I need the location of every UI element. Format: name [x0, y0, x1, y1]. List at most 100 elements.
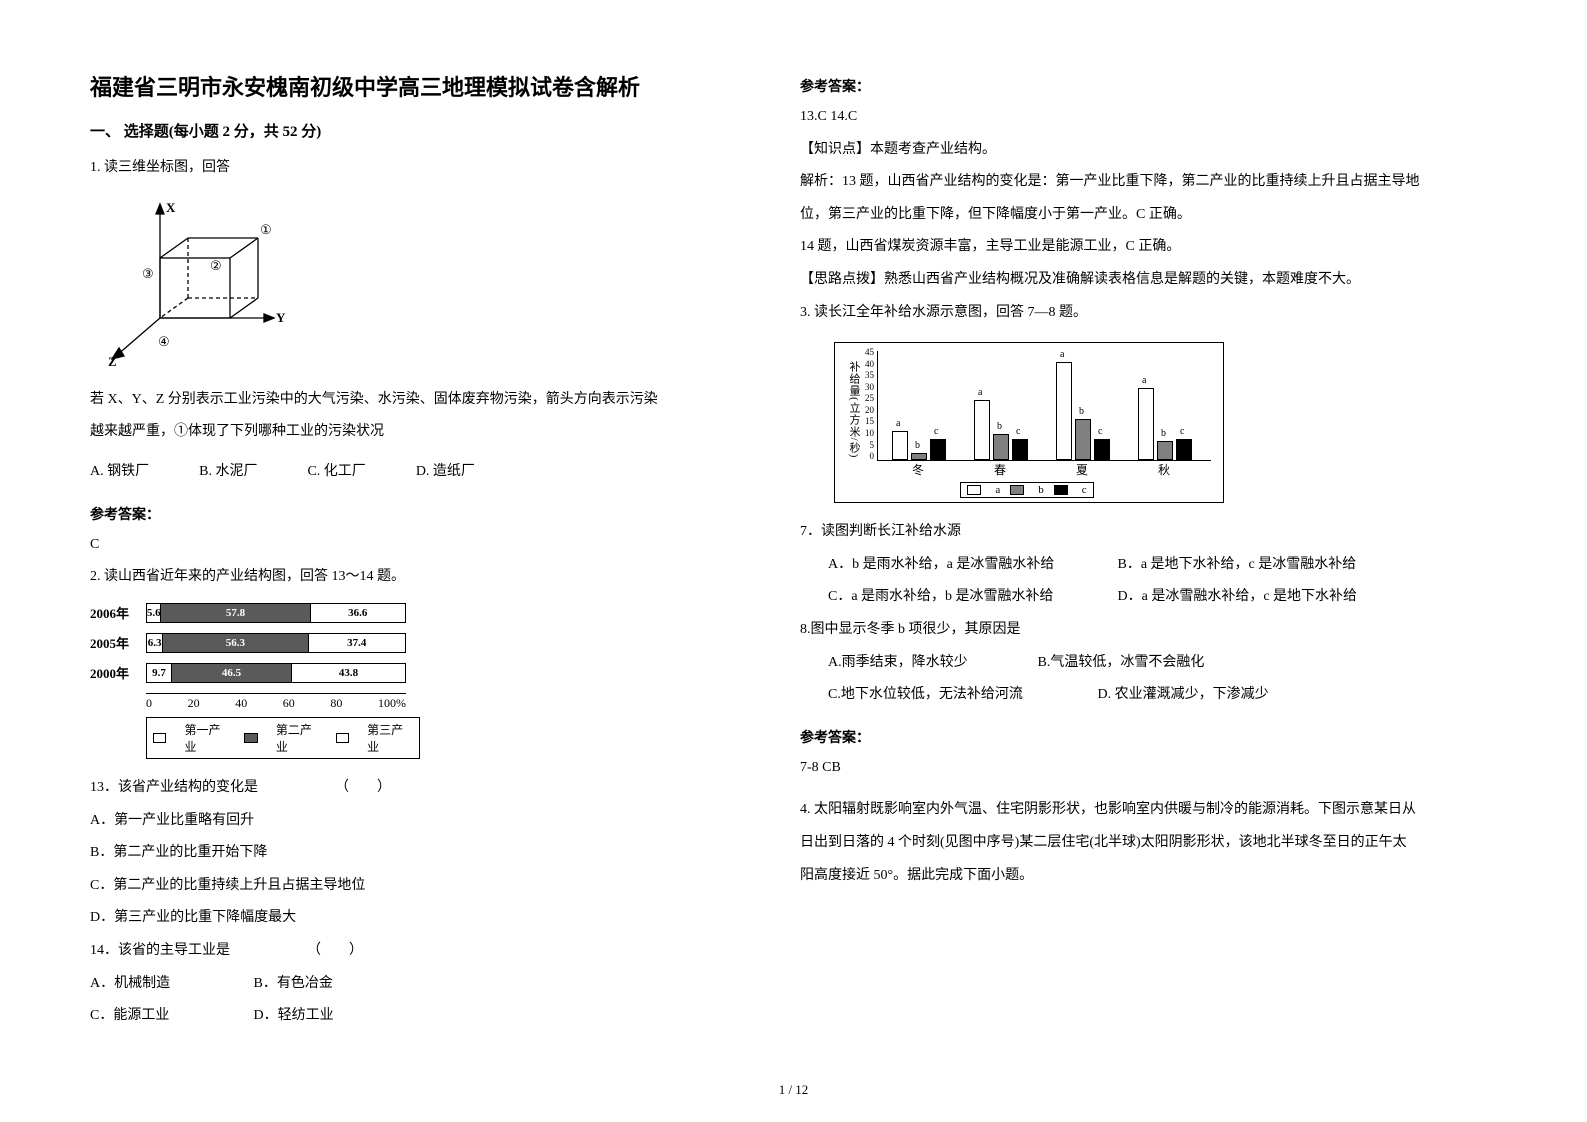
q4-line3: 阳高度接近 50°。据此完成下面小题。 [800, 863, 1450, 890]
bar-letter: b [1161, 428, 1166, 439]
q1-opt-b: B. 水泥厂 [199, 460, 257, 480]
axis-tick: 80 [330, 696, 342, 711]
r-k1: 【知识点】本题考查产业结构。 [800, 137, 1450, 164]
q1-opt-c: C. 化工厂 [307, 460, 365, 480]
ytick: 35 [856, 370, 874, 380]
axis-tick: 0 [146, 696, 152, 711]
bar-year-label: 2006年 [90, 603, 146, 622]
bar-row: 2000年9.746.543.8 [90, 663, 420, 683]
ytick: 25 [856, 393, 874, 403]
ytick: 15 [856, 416, 874, 426]
season-bar: b [1157, 441, 1173, 460]
page-footer: 1 / 12 [0, 1082, 1587, 1098]
right-column: 参考答案： 13.C 14.C 【知识点】本题考查产业结构。 解析：13 题，山… [800, 70, 1450, 1036]
ytick: 45 [856, 347, 874, 357]
q1-stem: 1. 读三维坐标图，回答 [90, 155, 740, 182]
bar-letter: c [1016, 426, 1020, 437]
ytick: 0 [856, 451, 874, 461]
bar-year-label: 2005年 [90, 633, 146, 652]
season-label: 冬 [877, 461, 959, 478]
axis-tick: 40 [235, 696, 247, 711]
legend-b: b [1038, 484, 1044, 496]
bar-legend: 第一产业第二产业第三产业 [146, 717, 420, 759]
season-bar: c [1012, 439, 1028, 461]
axis-tick: 60 [283, 696, 295, 711]
q13-opt-b: B．第二产业的比重开始下降 [90, 840, 740, 867]
legend-label: 第三产业 [367, 721, 413, 755]
season-bar: a [892, 431, 908, 460]
q8-stem: 8.图中显示冬季 b 项很少，其原因是 [800, 617, 1450, 644]
q4-line1: 4. 太阳辐射既影响室内外气温、住宅阴影形状，也影响室内供暖与制冷的能源消耗。下… [800, 797, 1450, 824]
q14-opt-c: C．能源工业 [90, 1003, 250, 1030]
bar-axis: 020406080100% [146, 693, 406, 711]
svg-text:Z: Z [108, 354, 117, 368]
q1-diagram: X Y Z ① ② ③ ④ [100, 198, 740, 373]
svg-text:④: ④ [158, 334, 170, 349]
legend-swatch [244, 733, 257, 743]
season-group: abc [892, 431, 946, 460]
q4-line2: 日出到日落的 4 个时刻(见图中序号)某二层住宅(北半球)太阳阴影形状，该地北半… [800, 830, 1450, 857]
q7-stem: 7．读图判断长江补给水源 [800, 519, 1450, 546]
bar-letter: c [934, 426, 938, 437]
season-bar: a [1056, 362, 1072, 460]
q1-desc2: 越来越严重，①体现了下列哪种工业的污染状况 [90, 419, 740, 446]
legend-c: c [1082, 484, 1087, 496]
bar-letter: b [1079, 406, 1084, 417]
season-group: abc [1056, 362, 1110, 460]
season-bar: b [1075, 419, 1091, 460]
bar-letter: b [915, 440, 920, 451]
r-k3: 位，第三产业的比重下降，但下降幅度小于第一产业。C 正确。 [800, 202, 1450, 229]
q7-row2: C．a 是雨水补给，b 是冰雪融水补给 D．a 是冰雪融水补给，c 是地下水补给 [800, 584, 1450, 611]
q14-row1: A．机械制造 B．有色冶金 [90, 971, 740, 998]
season-label: 秋 [1123, 461, 1205, 478]
q14-opt-a: A．机械制造 [90, 971, 250, 998]
q8-row2: C.地下水位较低，无法补给河流 D. 农业灌溉减少，下渗减少 [800, 682, 1450, 709]
season-label: 春 [959, 461, 1041, 478]
q7-opt-d: D．a 是冰雪融水补给，c 是地下水补给 [1118, 589, 1358, 604]
r-answer-heading: 参考答案： [800, 76, 1450, 96]
q8-opt-b: B.气温较低，冰雪不会融化 [1038, 655, 1205, 670]
bar-track: 6.356.337.4 [146, 633, 406, 653]
r-k4: 14 题，山西省煤炭资源丰富，主导工业是能源工业，C 正确。 [800, 234, 1450, 261]
season-legend: a b c [960, 482, 1093, 498]
q8-opt-a: A.雨季结束，降水较少 [814, 650, 1034, 677]
r-answer2: 7-8 CB [800, 755, 1450, 782]
season-bar: b [993, 434, 1009, 460]
season-bar: a [974, 400, 990, 460]
bar-segment: 57.8 [161, 604, 310, 622]
season-xlabels: 冬春夏秋 [877, 461, 1211, 478]
q14-stem: 14．该省的主导工业是 （ ） [90, 938, 740, 965]
q8-opt-d: D. 农业灌溉减少，下渗减少 [1098, 687, 1269, 702]
season-bar: c [930, 439, 946, 461]
bar-segment: 37.4 [309, 634, 405, 652]
q13-stem: 13．该省产业结构的变化是 （ ） [90, 775, 740, 802]
bar-segment: 46.5 [172, 664, 292, 682]
bar-track: 5.657.836.6 [146, 603, 406, 623]
q1-opt-a: A. 钢铁厂 [90, 460, 149, 480]
q7-opt-b: B．a 是地下水补给，c 是冰雪融水补给 [1118, 557, 1357, 572]
q2-stem: 2. 读山西省近年来的产业结构图，回答 13～14 题。 [90, 564, 740, 591]
svg-text:Y: Y [276, 310, 286, 325]
bar-letter: a [896, 418, 900, 429]
industry-chart: 2006年5.657.836.62005年6.356.337.42000年9.7… [90, 603, 420, 765]
season-group: abc [1138, 388, 1192, 460]
bar-letter: c [1180, 426, 1184, 437]
q13-opt-c: C．第二产业的比重持续上升且占据主导地位 [90, 873, 740, 900]
q7-opt-a: A．b 是雨水补给，a 是冰雪融水补给 [814, 552, 1114, 579]
bar-row: 2006年5.657.836.6 [90, 603, 420, 623]
season-chart: 补给量(立方米/秒) 454035302520151050 abcabcabca… [834, 342, 1224, 503]
q13-opt-d: D．第三产业的比重下降幅度最大 [90, 905, 740, 932]
bar-letter: a [978, 387, 982, 398]
ytick: 40 [856, 359, 874, 369]
bar-segment: 6.3 [147, 634, 163, 652]
svg-text:③: ③ [142, 266, 154, 281]
legend-swatch-a [967, 485, 981, 495]
ytick: 10 [856, 428, 874, 438]
bar-row: 2005年6.356.337.4 [90, 633, 420, 653]
page: 福建省三明市永安槐南初级中学高三地理模拟试卷含解析 一、 选择题(每小题 2 分… [0, 0, 1587, 1066]
q1-opt-d: D. 造纸厂 [416, 460, 475, 480]
axis-tick: 100% [378, 696, 406, 711]
bar-segment: 43.8 [292, 664, 405, 682]
ytick: 20 [856, 405, 874, 415]
bar-letter: b [997, 421, 1002, 432]
